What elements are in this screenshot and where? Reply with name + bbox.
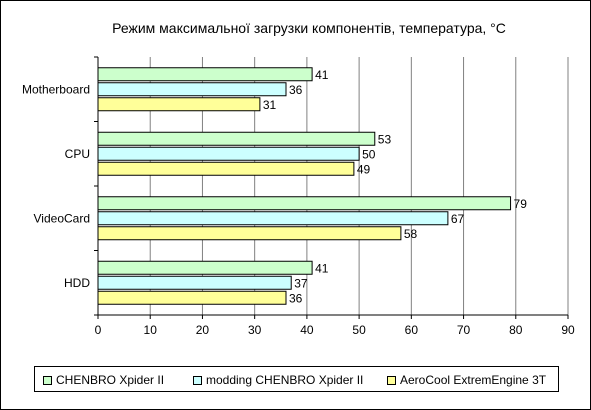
bar-motherboard-series-0 <box>97 67 313 82</box>
x-tick-label-70: 70 <box>457 323 471 337</box>
value-label-motherboard-series-0: 41 <box>315 68 329 82</box>
x-tick-label-0: 0 <box>95 323 102 337</box>
x-tick-label-90: 90 <box>561 323 575 337</box>
legend: CHENBRO Xpider II modding CHENBRO Xpider… <box>34 366 559 392</box>
chart-title: Режим максимальної загрузки компонентів,… <box>112 20 506 36</box>
value-label-cpu-series-1: 50 <box>362 147 376 161</box>
bar-motherboard-series-2 <box>97 97 261 112</box>
x-tick-label-30: 30 <box>248 323 262 337</box>
bar-hdd-series-0 <box>97 260 313 275</box>
x-tick-label-40: 40 <box>300 323 314 337</box>
legend-item-chenbro: CHENBRO Xpider II <box>43 373 164 387</box>
x-tick-label-50: 50 <box>352 323 366 337</box>
legend-label-aerocool: AeroCool ExtremEngine 3T <box>400 373 547 387</box>
bar-videocard-series-0 <box>97 196 512 211</box>
x-tick-label-60: 60 <box>405 323 419 337</box>
bar-hdd-series-1 <box>97 275 292 290</box>
value-label-hdd-series-2: 36 <box>289 291 303 305</box>
plot-area: 0 10 20 30 40 50 60 70 80 90 Motherboard 41 36 31 CPU 5… <box>22 56 575 337</box>
legend-swatch-chenbro <box>43 375 52 385</box>
value-label-motherboard-series-1: 36 <box>289 83 303 97</box>
bar-motherboard-series-1 <box>97 82 287 97</box>
category-label-motherboard: Motherboard <box>22 82 90 96</box>
legend-item-aerocool: AeroCool ExtremEngine 3T <box>387 373 546 387</box>
x-tick-label-20: 20 <box>196 323 210 337</box>
bar-cpu-series-1 <box>97 146 360 161</box>
category-label-hdd: HDD <box>64 276 90 290</box>
value-label-hdd-series-0: 41 <box>315 261 329 275</box>
legend-swatch-modding-chenbro <box>193 375 202 385</box>
value-label-cpu-series-2: 49 <box>357 162 371 176</box>
bar-cpu-series-0 <box>97 131 376 146</box>
legend-swatch-aerocool <box>387 375 396 385</box>
value-label-hdd-series-1: 37 <box>294 276 308 290</box>
bar-hdd-series-2 <box>97 290 287 305</box>
bar-videocard-series-1 <box>97 211 449 226</box>
bar-cpu-series-2 <box>97 161 355 176</box>
value-label-videocard-series-2: 58 <box>404 227 418 241</box>
x-tick-label-80: 80 <box>509 323 523 337</box>
value-label-videocard-series-0: 79 <box>514 197 528 211</box>
legend-label-modding-chenbro: modding CHENBRO Xpider II <box>206 373 364 387</box>
category-label-cpu: CPU <box>65 147 90 161</box>
legend-label-chenbro: CHENBRO Xpider II <box>56 373 165 387</box>
value-label-videocard-series-1: 67 <box>451 212 465 226</box>
legend-item-modding-chenbro: modding CHENBRO Xpider II <box>193 373 363 387</box>
value-label-motherboard-series-2: 31 <box>263 98 277 112</box>
x-tick-label-10: 10 <box>144 323 158 337</box>
bar-videocard-series-2 <box>97 226 402 241</box>
category-label-videocard: VideoCard <box>34 211 90 225</box>
value-label-cpu-series-0: 53 <box>378 132 392 146</box>
